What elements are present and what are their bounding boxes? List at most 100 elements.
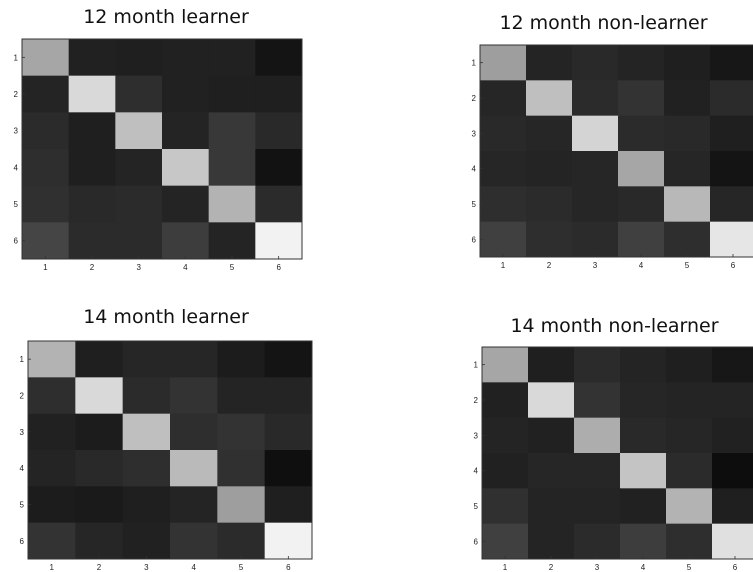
heatmap-cell-r3-c3 <box>123 414 171 451</box>
x-tick-label-4: 4 <box>183 263 188 272</box>
heatmap-cell-r1-c2 <box>75 341 123 378</box>
heatmap-cell-r1-c2 <box>528 347 575 383</box>
y-tick-label-4: 4 <box>472 165 477 174</box>
panel-14-month-learner: 14 month learner 1 2 3 4 5 6 1 2 3 4 5 6 <box>6 306 316 572</box>
heatmap-cell-r4-c2 <box>528 453 575 489</box>
heatmap-cell-r3-c4 <box>162 112 209 149</box>
heatmap-cell-r2-c6 <box>712 382 753 418</box>
heatmap-cell-r2-c1 <box>482 382 529 418</box>
heatmap-cell-r2-c5 <box>217 377 265 414</box>
heatmap-cell-r2-c3 <box>574 382 621 418</box>
heatmap-cell-r1-c2 <box>69 39 116 76</box>
heatmap-cell-r6-c2 <box>528 524 575 560</box>
heatmap-cell-r5-c2 <box>69 186 116 223</box>
y-tick-label-5: 5 <box>20 501 25 510</box>
heatmap-cell-r5-c6 <box>265 486 313 523</box>
y-tick-label-3: 3 <box>20 428 25 437</box>
y-tick-label-5: 5 <box>472 200 477 209</box>
heatmap-cell-r6-c6 <box>710 222 753 258</box>
y-tick-label-6: 6 <box>472 235 477 244</box>
y-tick-label-2: 2 <box>472 94 477 103</box>
heatmap-cell-r2-c3 <box>572 80 619 116</box>
heatmap-cell-r5-c2 <box>75 486 123 523</box>
heatmap-cell-r2-c1 <box>28 377 76 414</box>
heatmap-cell-r3-c6 <box>712 418 753 454</box>
heatmap-cell-r4-c1 <box>482 453 529 489</box>
heatmap-cell-r6-c3 <box>574 524 621 560</box>
heatmap-cell-r2-c1 <box>480 80 527 116</box>
heatmap-cell-r5-c1 <box>480 186 527 222</box>
y-tick-label-3: 3 <box>474 431 479 440</box>
heatmap-cell-r3-c6 <box>265 414 313 451</box>
y-tick-label-3: 3 <box>14 127 19 136</box>
x-tick-label-2: 2 <box>90 263 95 272</box>
heatmap-cell-r3-c4 <box>618 116 665 152</box>
heatmap-cell-r3-c2 <box>69 112 116 149</box>
heatmap-cell-r1-c4 <box>162 39 209 76</box>
heatmap-cell-r5-c4 <box>620 488 667 524</box>
x-tick-label-6: 6 <box>733 563 738 572</box>
heatmap-cell-r1-c3 <box>123 341 171 378</box>
heatmap-cell-r4-c1 <box>480 151 527 187</box>
heatmap-cell-r6-c1 <box>22 222 69 259</box>
heatmap-cell-r3-c1 <box>482 418 529 454</box>
x-tick-label-2: 2 <box>97 563 102 572</box>
heatmap-cell-r2-c5 <box>666 382 713 418</box>
heatmap-cell-r3-c5 <box>666 418 713 454</box>
heatmap-cell-r4-c6 <box>712 453 753 489</box>
y-tick-label-1: 1 <box>20 355 25 364</box>
x-tick-label-5: 5 <box>687 563 692 572</box>
heatmap-cell-r2-c4 <box>162 76 209 113</box>
heatmap-cell-r2-c1 <box>22 76 69 113</box>
heatmap-cell-r6-c6 <box>712 524 753 560</box>
heatmap-cell-r1-c1 <box>28 341 76 378</box>
heatmap-cell-r5-c3 <box>572 186 619 222</box>
heatmap-cell-r6-c6 <box>265 523 313 560</box>
y-tick-label-1: 1 <box>14 53 19 62</box>
heatmap-cell-r1-c5 <box>217 341 265 378</box>
heatmap-cell-r4-c5 <box>666 453 713 489</box>
y-tick-label-2: 2 <box>14 90 19 99</box>
heatmap-cell-r6-c6 <box>255 222 302 259</box>
heatmap-cell-r4-c4 <box>620 453 667 489</box>
heatmap-cell-r4-c3 <box>572 151 619 187</box>
heatmap-cell-r6-c4 <box>620 524 667 560</box>
x-tick-label-1: 1 <box>43 263 48 272</box>
x-tick-label-5: 5 <box>239 563 244 572</box>
panel-14-month-non-learner: 14 month non-learner 123456123456 <box>466 315 753 572</box>
heatmap-cell-r1-c4 <box>618 45 665 81</box>
x-tick-label-3: 3 <box>144 563 149 572</box>
heatmap-cell-r6-c2 <box>69 222 116 259</box>
heatmap-cell-r6-c5 <box>664 222 711 258</box>
heatmap-cell-r4-c5 <box>217 450 265 487</box>
heatmap-cell-r6-c2 <box>75 523 123 560</box>
x-tick-label-2: 2 <box>547 261 552 270</box>
x-tick-label-6: 6 <box>731 261 736 270</box>
y-tick-label-1: 1 <box>474 361 479 370</box>
heatmap-cell-r6-c5 <box>217 523 265 560</box>
heatmap-cell-r5-c5 <box>666 488 713 524</box>
heatmap-cell-r4-c2 <box>526 151 573 187</box>
heatmap-cell-r1-c5 <box>209 39 256 76</box>
heatmap-cell-r2-c2 <box>526 80 573 116</box>
heatmap-cell-r6-c5 <box>209 222 256 259</box>
heatmap-cell-r4-c1 <box>22 149 69 186</box>
heatmap-cell-r2-c5 <box>209 76 256 113</box>
heatmap-cell-r3-c1 <box>480 116 527 152</box>
heatmap-chart: 1 2 3 4 5 6 1 2 3 4 5 6 <box>464 12 753 274</box>
y-tick-label-4: 4 <box>20 464 25 473</box>
heatmap-cell-r3-c5 <box>209 112 256 149</box>
heatmap-cell-r4-c3 <box>123 450 171 487</box>
heatmap-cell-r5-c4 <box>162 186 209 223</box>
heatmap-cell-r5-c5 <box>217 486 265 523</box>
heatmap-cell-r3-c5 <box>217 414 265 451</box>
heatmap-cell-r3-c6 <box>255 112 302 149</box>
heatmap-cell-r2-c4 <box>620 382 667 418</box>
x-tick-label-3: 3 <box>136 263 141 272</box>
x-tick-label-1: 1 <box>501 261 506 270</box>
y-tick-label-6: 6 <box>20 537 25 546</box>
heatmap-cell-r3-c1 <box>22 112 69 149</box>
x-tick-label-2: 2 <box>549 563 554 572</box>
heatmap-cell-r5-c4 <box>618 186 665 222</box>
heatmap-cell-r3-c3 <box>574 418 621 454</box>
